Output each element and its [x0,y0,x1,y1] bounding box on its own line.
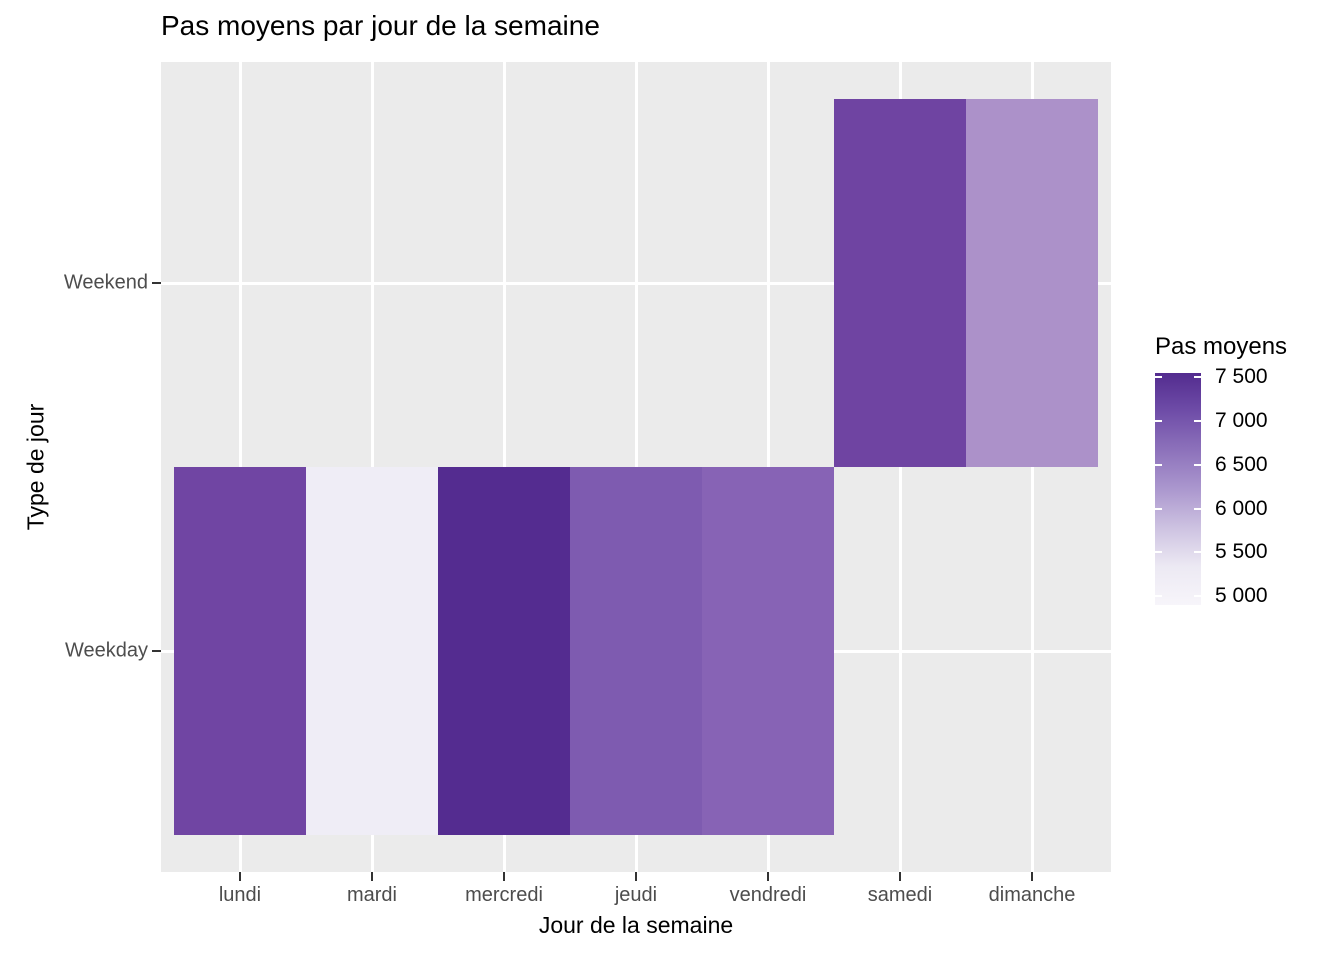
plot-panel [161,62,1111,872]
x-tick-label-jeudi: jeudi [614,884,658,906]
gridline-y-weekend [161,281,1111,285]
heat-tile-mardi-weekday [306,467,438,835]
legend-tick-right-5000 [1194,595,1201,598]
legend-tick-left-6000 [1155,507,1162,510]
x-tick-mark-samedi [898,872,902,881]
legend-label-6000: 6 000 [1215,496,1268,520]
y-tick-label-weekend: Weekend [63,271,148,294]
heat-tile-samedi-weekend [834,99,966,467]
legend-title: Pas moyens [1155,333,1288,360]
legend-label-5500: 5 500 [1215,540,1268,564]
legend-tick-left-5000 [1155,595,1162,598]
y-axis-title: Type de jour [22,403,49,531]
legend-label-7500: 7 500 [1215,365,1268,389]
legend-label-7000: 7 000 [1215,409,1268,433]
x-tick-mark-dimanche [1030,872,1034,881]
heat-tile-mercredi-weekday [438,467,570,835]
plot-title: Pas moyens par jour de la semaine [161,10,600,41]
y-tick-mark-weekday [152,649,161,653]
x-tick-mark-vendredi [766,872,770,881]
heat-tile-lundi-weekday [174,467,306,835]
heat-tile-dimanche-weekend [966,99,1098,467]
x-tick-label-vendredi: vendredi [729,884,807,906]
x-tick-mark-jeudi [634,872,638,881]
legend-tick-right-5500 [1194,551,1201,554]
gridline-x-dimanche [1030,62,1034,872]
y-tick-label-weekday: Weekday [64,639,148,662]
x-tick-mark-mardi [370,872,374,881]
legend: Pas moyens 7 500 7 000 6 500 6 000 5 500 5 00… [1143,330,1343,630]
heat-tile-vendredi-weekday [702,467,834,835]
x-tick-mark-lundi [238,872,242,881]
x-tick-label-samedi: samedi [867,884,933,906]
legend-tick-right-6000 [1194,507,1201,510]
legend-tick-right-7000 [1194,420,1201,423]
legend-tick-right-7500 [1194,376,1201,379]
gridline-x-samedi [898,62,902,872]
x-tick-label-dimanche: dimanche [988,884,1076,906]
legend-gradient-bar [1155,373,1201,605]
legend-label-5000: 5 000 [1215,584,1268,608]
x-axis-title: Jour de la semaine [538,912,734,938]
x-tick-label-lundi: lundi [218,884,262,906]
legend-tick-left-7500 [1155,376,1162,379]
legend-tick-left-6500 [1155,463,1162,466]
legend-tick-left-7000 [1155,420,1162,423]
legend-tick-left-5500 [1155,551,1162,554]
x-tick-label-mercredi: mercredi [465,884,543,906]
x-tick-label-mardi: mardi [346,884,398,906]
x-tick-mark-mercredi [502,872,506,881]
heat-tile-jeudi-weekday [570,467,702,835]
legend-label-6500: 6 500 [1215,452,1268,476]
y-tick-mark-weekend [152,281,161,285]
legend-tick-right-6500 [1194,463,1201,466]
